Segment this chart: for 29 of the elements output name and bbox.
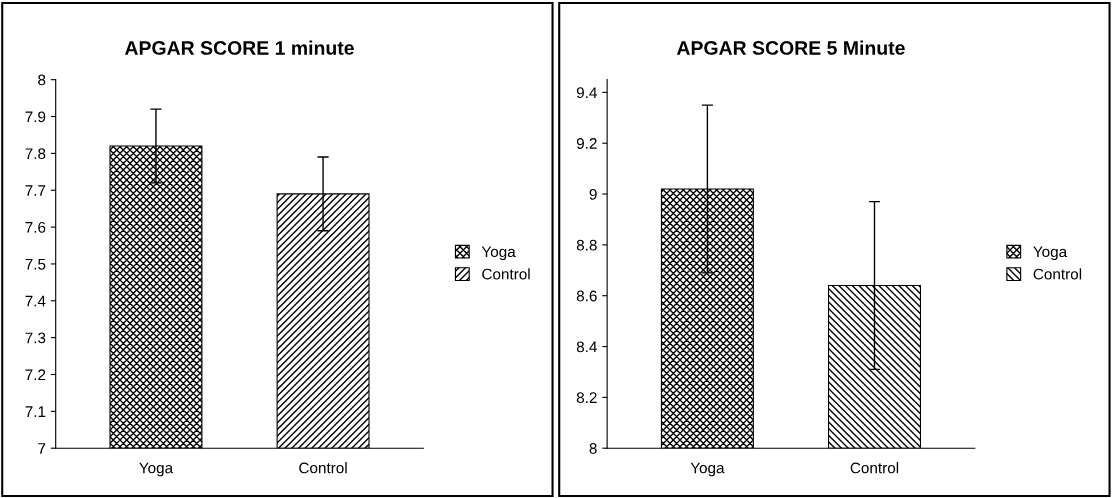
y-tick-label: 8 [38,74,46,86]
y-tick-label: 8.8 [576,239,597,251]
x-tick-label: Yoga [139,462,174,477]
y-tick-label: 7.2 [25,369,46,381]
y-tick-label: 9 [589,188,597,200]
y-tick-label: 8.4 [576,341,597,353]
y-tick-label: 7.7 [25,185,46,196]
chart-title: APGAR SCORE 1 minute [124,40,354,55]
y-tick-label: 7.1 [25,406,46,417]
y-tick-label: 7.8 [25,148,46,160]
y-tick-label: 8 [589,443,597,454]
legend-label: Control [1033,268,1082,280]
x-tick-label: Control [850,462,899,474]
x-tick-label: Yoga [690,462,725,477]
y-tick-label: 7.5 [25,258,46,270]
y-tick-label: 7.4 [25,295,46,307]
y-tick-label: 8.6 [576,290,597,302]
legend-label: Yoga [1033,246,1068,261]
x-tick-label: Control [299,462,347,474]
y-tick-label: 9.4 [576,87,597,99]
y-tick-label: 7 [38,443,46,454]
chart-title: APGAR SCORE 5 Minute [676,40,905,55]
legend-label: Yoga [481,246,516,261]
y-tick-label: 8.2 [576,392,597,404]
y-tick-label: 9.2 [576,138,597,149]
legend-label: Control [482,268,530,280]
y-tick-label: 7.6 [25,221,46,233]
y-tick-label: 7.3 [25,332,46,344]
y-tick-label: 7.9 [25,111,46,123]
